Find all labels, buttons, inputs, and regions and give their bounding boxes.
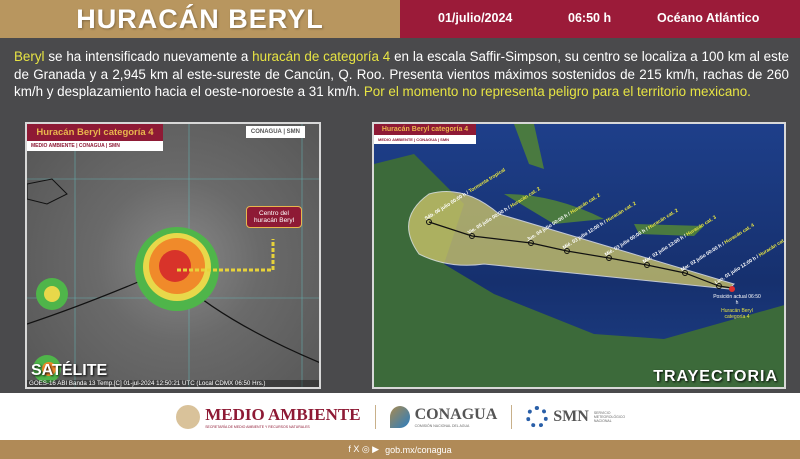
satellite-label: SATÉLITE — [31, 362, 108, 379]
track-point — [644, 262, 650, 268]
bulletin-text: Beryl se ha intensificado nuevamente a h… — [14, 48, 789, 101]
divider — [374, 404, 376, 429]
header-info-bar: 01/julio/2024 06:50 h Océano Atlántico — [400, 0, 800, 38]
website-link[interactable]: gob.mx/conagua — [385, 444, 452, 455]
satellite-title-tag: Huracán Beryl categoría 4 MEDIO AMBIENTE … — [27, 124, 163, 151]
conagua-logo: CONAGUA COMISIÓN NACIONAL DEL AGUA — [389, 405, 498, 428]
smn-logo: SMN SERVICIO METEOROLÓGICO NACIONAL — [526, 405, 626, 428]
category: huracán de categoría 4 — [252, 49, 391, 64]
current-position-label: Posición actual 06:50 h — [713, 294, 761, 306]
header-title-bar: HURACÁN BERYL — [0, 0, 400, 38]
conagua-icon — [389, 405, 410, 428]
satellite-map — [27, 124, 319, 387]
track-point — [606, 255, 612, 261]
agency-logos: CONAGUA | SMN — [245, 126, 305, 138]
conagua-text: CONAGUA — [414, 405, 498, 423]
footer-logos: MEDIO AMBIENTE SECRETARÍA DE MEDIO AMBIEN… — [0, 393, 800, 440]
date: 01/julio/2024 — [438, 11, 513, 25]
tag-title: Huracán Beryl categoría 4 — [374, 124, 476, 135]
medio-ambiente-sub: SECRETARÍA DE MEDIO AMBIENTE Y RECURSOS … — [205, 424, 310, 429]
smn-icon — [526, 405, 549, 428]
medio-ambiente-text: MEDIO AMBIENTE — [205, 404, 361, 424]
coat-of-arms-icon — [176, 404, 201, 429]
storm-name: Beryl — [14, 49, 45, 64]
track-point — [682, 270, 688, 276]
risk-note: Por el momento no representa peligro par… — [363, 84, 751, 99]
track-point — [469, 233, 475, 239]
track-point — [426, 219, 432, 225]
satellite-image: Huracán Beryl categoría 4 MEDIO AMBIENTE … — [25, 122, 321, 389]
social-icons[interactable]: f X ◎ ▶ — [348, 444, 380, 454]
track-point — [564, 248, 570, 254]
track-point — [716, 283, 722, 289]
footer-bar: f X ◎ ▶ gob.mx/conagua — [0, 440, 800, 459]
trajectory-svg — [374, 124, 784, 387]
time: 06:50 h — [568, 11, 612, 25]
tag-logos: MEDIO AMBIENTE | CONAGUA | SMN — [31, 143, 120, 149]
track-line — [428, 221, 733, 289]
trajectory-label: TRAYECTORIA — [653, 368, 778, 385]
current-position-marker — [729, 286, 735, 292]
text: en la escala Saffir-Simpson, su centro s… — [14, 49, 789, 99]
conagua-sub: COMISIÓN NACIONAL DEL AGUA — [414, 423, 470, 428]
smn-sub: SERVICIO METEOROLÓGICO NACIONAL — [593, 410, 626, 423]
trajectory-title-tag: Huracán Beryl categoría 4 MEDIO AMBIENTE … — [374, 124, 476, 144]
image-caption: GOES-16 ABI Banda 13 Temp.[C] 01-jul-202… — [27, 380, 319, 387]
track-point — [528, 240, 534, 246]
tag-logos: MEDIO AMBIENTE | CONAGUA | SMN — [378, 137, 450, 142]
text: se ha intensificado nuevamente a — [44, 49, 253, 64]
current-storm-label: Huracán Beryl categoría 4 — [721, 308, 753, 320]
page-title: HURACÁN BERYL — [76, 3, 324, 34]
tag-title: Huracán Beryl categoría 4 — [27, 124, 163, 141]
center-callout: Centro del huracán Beryl — [246, 206, 302, 228]
smn-text: SMN — [553, 407, 589, 425]
medio-ambiente-logo: MEDIO AMBIENTE SECRETARÍA DE MEDIO AMBIEN… — [176, 404, 361, 429]
ocean: Océano Atlántico — [657, 11, 760, 25]
trajectory-map: Sáb. 06 julio 00:00 h / Tormenta tropica… — [372, 122, 786, 389]
divider — [511, 404, 513, 429]
